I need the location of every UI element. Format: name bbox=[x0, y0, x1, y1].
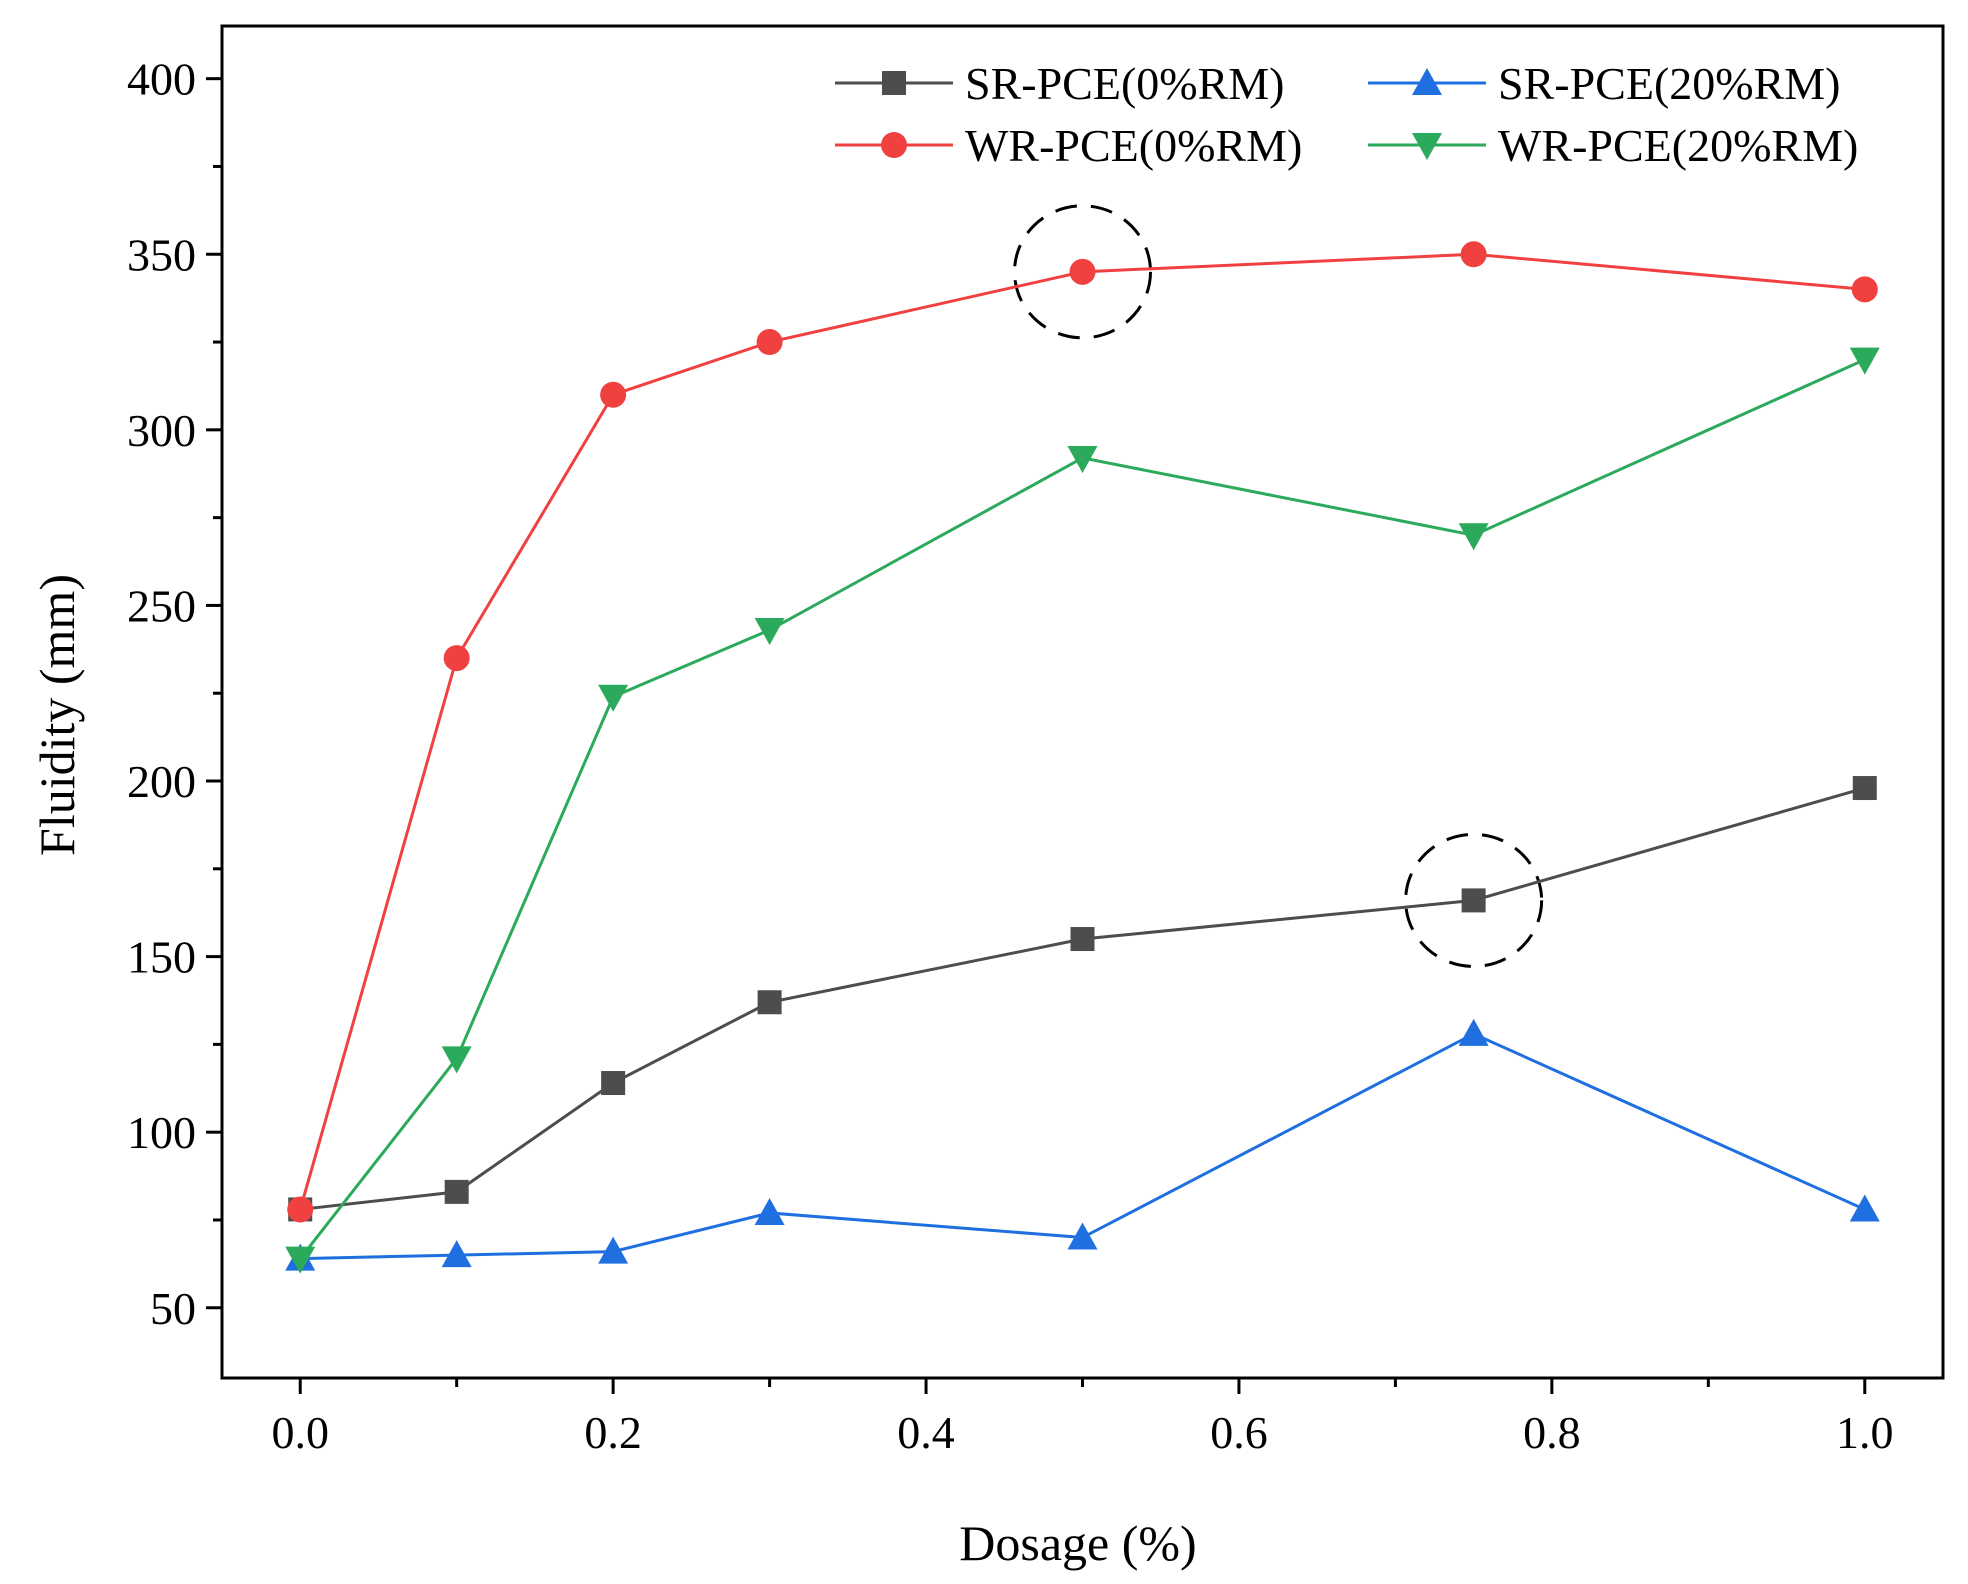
legend-item-sr-pce-0-rm: SR-PCE(0%RM) bbox=[835, 58, 1284, 109]
data-point-wr-pce-0-rm bbox=[1851, 276, 1878, 303]
y-tick-label: 300 bbox=[127, 405, 196, 456]
data-point-wr-pce-0-rm bbox=[287, 1196, 314, 1223]
series-wr-pce-0-rm bbox=[287, 241, 1878, 1223]
x-tick-label: 1.0 bbox=[1836, 1407, 1894, 1458]
series-wr-pce-20-rm bbox=[285, 347, 1880, 1274]
y-tick-label: 200 bbox=[127, 756, 196, 807]
data-point-sr-pce-0-rm bbox=[444, 1179, 469, 1204]
series-line-wr-pce-20-rm bbox=[299, 358, 1866, 1260]
data-point-sr-pce-20-rm bbox=[441, 1240, 472, 1268]
data-point-wr-pce-20-rm bbox=[598, 684, 629, 712]
legend-marker bbox=[882, 71, 906, 95]
legend-marker bbox=[1412, 68, 1442, 95]
y-tick-label: 250 bbox=[127, 580, 196, 631]
data-point-sr-pce-20-rm bbox=[1849, 1194, 1880, 1222]
legend-marker bbox=[881, 132, 907, 158]
y-tick-label: 100 bbox=[127, 1107, 196, 1158]
x-tick-label: 0.2 bbox=[584, 1407, 642, 1458]
y-tick-label: 400 bbox=[127, 54, 196, 105]
series-sr-pce-0-rm bbox=[288, 776, 1877, 1222]
data-point-sr-pce-0-rm bbox=[1852, 776, 1877, 801]
x-tick-label: 0.6 bbox=[1210, 1407, 1268, 1458]
y-tick-label: 150 bbox=[127, 932, 196, 983]
axes-group: 0.0 0.2 0.4 0.6 0.8 1.0 50 100 150 200 250 300 350 40… bbox=[127, 24, 1945, 1458]
x-tick-label: 0.0 bbox=[271, 1407, 329, 1458]
series-line-sr-pce-0-rm bbox=[300, 786, 1866, 1211]
legend-label: SR-PCE(20%RM) bbox=[1498, 58, 1840, 109]
data-point-sr-pce-0-rm bbox=[757, 990, 782, 1015]
data-point-wr-pce-20-rm bbox=[754, 618, 785, 646]
data-point-wr-pce-0-rm bbox=[1460, 241, 1487, 268]
data-point-sr-pce-20-rm bbox=[1067, 1222, 1098, 1250]
data-point-wr-pce-0-rm bbox=[443, 645, 470, 672]
y-tick-label: 350 bbox=[127, 229, 196, 280]
data-point-wr-pce-20-rm bbox=[441, 1046, 472, 1074]
data-point-sr-pce-0-rm bbox=[601, 1071, 626, 1096]
x-tick-label: 0.4 bbox=[897, 1407, 955, 1458]
data-point-wr-pce-0-rm bbox=[600, 381, 627, 408]
legend-marker bbox=[1412, 133, 1442, 160]
legend-item-wr-pce-0-rm: WR-PCE(0%RM) bbox=[835, 120, 1302, 171]
series-line-wr-pce-0-rm bbox=[298, 252, 1865, 1210]
legend-label: WR-PCE(0%RM) bbox=[965, 120, 1302, 171]
y-tick-label: 50 bbox=[150, 1283, 196, 1334]
series-group bbox=[285, 241, 1880, 1274]
annotations-group bbox=[1013, 204, 1544, 968]
data-point-sr-pce-0-rm bbox=[1461, 888, 1486, 913]
data-point-sr-pce-20-rm bbox=[598, 1236, 629, 1264]
x-axis-title: Dosage (%) bbox=[959, 1515, 1196, 1571]
legend-label: SR-PCE(0%RM) bbox=[965, 58, 1284, 109]
dashed-circle-annotation bbox=[1404, 832, 1544, 968]
data-point-wr-pce-0-rm bbox=[756, 329, 783, 356]
data-point-wr-pce-20-rm bbox=[1067, 445, 1098, 473]
legend: SR-PCE(0%RM) SR-PCE(20%RM) WR-PCE(0%RM) WR-… bbox=[835, 58, 1858, 171]
legend-item-sr-pce-20-rm: SR-PCE(20%RM) bbox=[1368, 58, 1840, 109]
dashed-circle-annotation bbox=[1013, 204, 1152, 340]
legend-item-wr-pce-20-rm: WR-PCE(20%RM) bbox=[1368, 120, 1858, 171]
data-point-wr-pce-20-rm bbox=[1458, 523, 1489, 551]
y-axis-title: Fluidity (mm) bbox=[29, 574, 85, 856]
data-point-sr-pce-20-rm bbox=[1458, 1018, 1489, 1046]
data-point-sr-pce-0-rm bbox=[1070, 927, 1095, 952]
data-point-wr-pce-20-rm bbox=[1849, 347, 1880, 375]
data-point-wr-pce-0-rm bbox=[1069, 258, 1096, 285]
data-point-wr-pce-20-rm bbox=[285, 1246, 316, 1274]
legend-label: WR-PCE(20%RM) bbox=[1498, 120, 1858, 171]
x-tick-label: 0.8 bbox=[1523, 1407, 1581, 1458]
data-point-sr-pce-20-rm bbox=[754, 1197, 785, 1225]
